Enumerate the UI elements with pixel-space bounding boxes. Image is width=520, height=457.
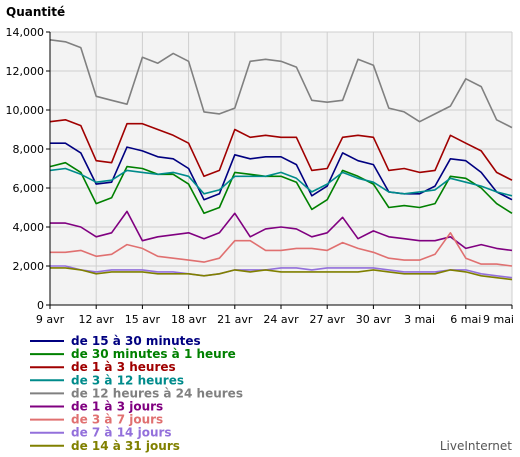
- x-tick-label: 6 mai: [450, 313, 481, 326]
- y-tick-label: 6,000: [13, 182, 45, 195]
- x-axis-ticks: 9 avr 12 avr 15 avr 18 avr 21 avr 24 avr 27 av…: [36, 305, 514, 326]
- series-line: [50, 232, 513, 267]
- y-tick-label: 2,000: [13, 260, 45, 273]
- series-lines: [49, 39, 513, 281]
- x-tick-label: 9 mai: [483, 313, 514, 326]
- series-line: [49, 161, 513, 215]
- series-line: [50, 267, 513, 281]
- x-tick-label: 15 avr: [125, 313, 161, 326]
- y-tick-label: 8,000: [13, 143, 45, 156]
- legend-label: de 3 à 12 heures: [71, 373, 184, 387]
- legend-label: de 7 à 14 jours: [71, 426, 172, 440]
- y-tick-label: 12,000: [6, 65, 45, 78]
- legend-label: de 1 à 3 heures: [71, 360, 176, 374]
- y-tick-label: 14,000: [6, 26, 45, 39]
- series-line: [49, 167, 513, 197]
- legend-label: de 3 à 7 jours: [71, 413, 163, 427]
- x-tick-label: 3 mai: [404, 313, 435, 326]
- series-line: [50, 210, 513, 252]
- x-tick-label: 27 avr: [310, 313, 346, 326]
- legend-label: de 12 heures à 24 heures: [71, 386, 243, 400]
- legend-label: de 30 minutes à 1 heure: [71, 347, 236, 361]
- series-line: [49, 39, 513, 129]
- series-line: [49, 119, 513, 181]
- x-tick-label: 12 avr: [79, 313, 115, 326]
- series-line: [50, 265, 513, 279]
- x-tick-label: 24 avr: [263, 313, 299, 326]
- y-axis-label: Quantité: [6, 5, 65, 19]
- x-tick-label: 18 avr: [171, 313, 207, 326]
- legend-label: de 15 à 30 minutes: [71, 334, 201, 348]
- legend-label: de 14 à 31 jours: [71, 439, 180, 453]
- brand-label: LiveInternet: [440, 439, 512, 453]
- legend-label: de 1 à 3 jours: [71, 400, 163, 414]
- y-tick-label: 10,000: [6, 104, 45, 117]
- x-tick-label: 9 avr: [36, 313, 65, 326]
- y-tick-label: 4,000: [13, 221, 45, 234]
- x-tick-label: 30 avr: [356, 313, 392, 326]
- y-axis-ticks: 0 2,000 4,000 6,000 8,000 10,000 12,000 14,000: [6, 26, 50, 312]
- series-line: [50, 142, 513, 201]
- x-tick-label: 21 avr: [217, 313, 253, 326]
- y-tick-label: 0: [37, 299, 44, 312]
